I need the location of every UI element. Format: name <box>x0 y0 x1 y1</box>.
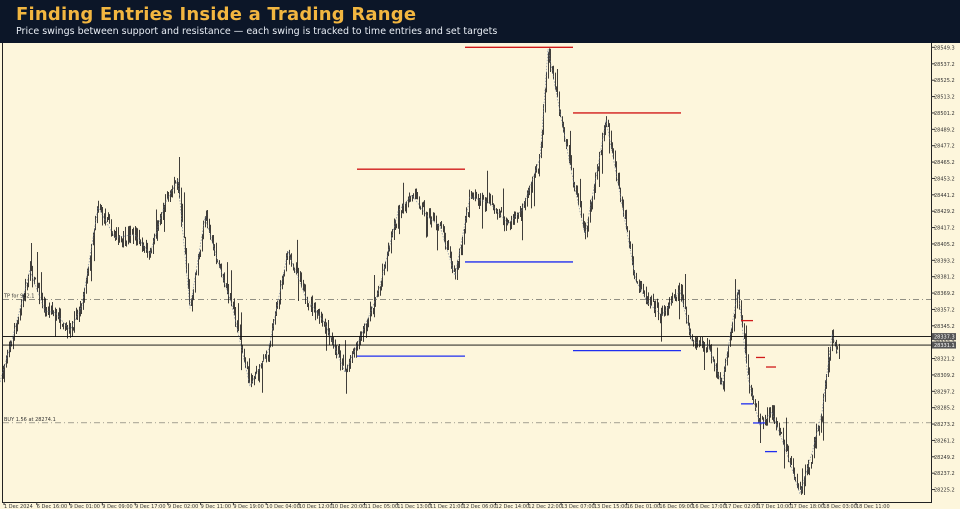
price-tick-label: 28369.2 <box>934 291 955 297</box>
price-tag <box>932 333 956 341</box>
price-tick-label: 28549.3 <box>934 45 955 51</box>
chart-header: Finding Entries Inside a Trading Range P… <box>0 0 960 43</box>
range-levels <box>357 46 777 453</box>
price-tick-label: 28513.2 <box>934 95 955 101</box>
time-tick-label: 9 Dec 17:00 <box>135 504 165 509</box>
price-tick-label: 28345.2 <box>934 324 955 330</box>
price-tick-label: 28405.2 <box>934 242 955 248</box>
time-tick-label: 9 Dec 01:00 <box>70 504 100 509</box>
time-tick-label: 1 Dec 2024 <box>4 504 33 509</box>
time-tick-label: 12 Dec 22:00 <box>528 504 562 509</box>
time-tick-label: 17 Dec 10:00 <box>758 504 792 509</box>
time-tick-label: 9 Dec 02:00 <box>168 504 198 509</box>
time-tick-label: 10 Dec 20:00 <box>332 504 366 509</box>
page-title: Finding Entries Inside a Trading Range <box>16 4 417 25</box>
annotation-layer: TP for 942.1 BUY 1.56 at 28274.1 <box>3 293 931 424</box>
price-tick-label: 28309.2 <box>934 373 955 379</box>
plot-area <box>0 43 931 503</box>
price-tick-label: 28381.2 <box>934 275 955 281</box>
price-tick-label: 28489.2 <box>934 127 955 133</box>
price-tick-label: 28285.2 <box>934 406 955 412</box>
price-tick-label: 28501.2 <box>934 111 955 117</box>
price-tick-label: 28465.2 <box>934 160 955 166</box>
price-tick-label: 28393.2 <box>934 258 955 264</box>
time-tick-label: 16 Dec 17:00 <box>692 504 726 509</box>
time-tick-label: 11 Dec 13:00 <box>397 504 431 509</box>
page-subtitle: Price swings between support and resista… <box>16 26 498 37</box>
price-tag-label: 28331.1 <box>934 343 955 349</box>
time-tick-label: 9 Dec 09:00 <box>102 504 132 509</box>
price-tick-label: 28249.2 <box>934 455 955 461</box>
time-tick-label: 16 Dec 09:00 <box>659 504 693 509</box>
order-label: TP for 942.1 <box>3 293 34 299</box>
time-tick-label: 11 Dec 21:00 <box>430 504 464 509</box>
price-tick-label: 28261.2 <box>934 438 955 444</box>
price-tick-label: 28297.2 <box>934 389 955 395</box>
time-tick-label: 10 Dec 12:00 <box>299 504 333 509</box>
price-tick-label: 28237.2 <box>934 471 955 477</box>
swing-path <box>0 49 839 495</box>
price-tick-label: 28417.2 <box>934 226 955 232</box>
swing-line <box>0 49 839 495</box>
time-tick-label: 13 Dec 07:00 <box>561 504 595 509</box>
price-tick-label: 28441.2 <box>934 193 955 199</box>
price-tick-label: 28477.2 <box>934 144 955 150</box>
price-tick-label: 28429.2 <box>934 209 955 215</box>
time-tick-label: 9 Dec 11:00 <box>201 504 231 509</box>
candlestick-series <box>3 48 840 496</box>
price-tick-label: 28357.2 <box>934 307 955 313</box>
price-tick-label: 28525.2 <box>934 78 955 84</box>
axis-labels: 28549.3 28537.2 28525.2 28513.2 28501.2 28489… <box>3 45 956 509</box>
time-tick-label: 17 Dec 18:00 <box>790 504 824 509</box>
time-tick-label: 13 Dec 15:00 <box>594 504 628 509</box>
time-tick-label: 6 Dec 16:00 <box>37 504 67 509</box>
time-tick-label: 16 Dec 01:00 <box>627 504 661 509</box>
time-tick-label: 18 Dec 03:00 <box>823 504 857 509</box>
price-tick-label: 28273.2 <box>934 422 955 428</box>
price-tick-label: 28537.2 <box>934 62 955 68</box>
time-tick-label: 18 Dec 11:00 <box>856 504 890 509</box>
order-label: BUY 1.56 at 28274.1 <box>4 417 56 423</box>
price-tick-label: 28225.2 <box>934 488 955 494</box>
time-tick-label: 11 Dec 05:00 <box>364 504 398 509</box>
price-tag-label: 28337.3 <box>934 335 955 341</box>
price-tick-label: 28321.2 <box>934 357 955 363</box>
time-tick-label: 17 Dec 02:00 <box>725 504 759 509</box>
price-tag <box>932 341 956 349</box>
time-tick-label: 12 Dec 06:00 <box>463 504 497 509</box>
time-tick-label: 12 Dec 14:00 <box>496 504 530 509</box>
time-tick-label: 9 Dec 19:00 <box>233 504 263 509</box>
price-tick-label: 28453.2 <box>934 176 955 182</box>
time-tick-label: 10 Dec 04:00 <box>266 504 300 509</box>
